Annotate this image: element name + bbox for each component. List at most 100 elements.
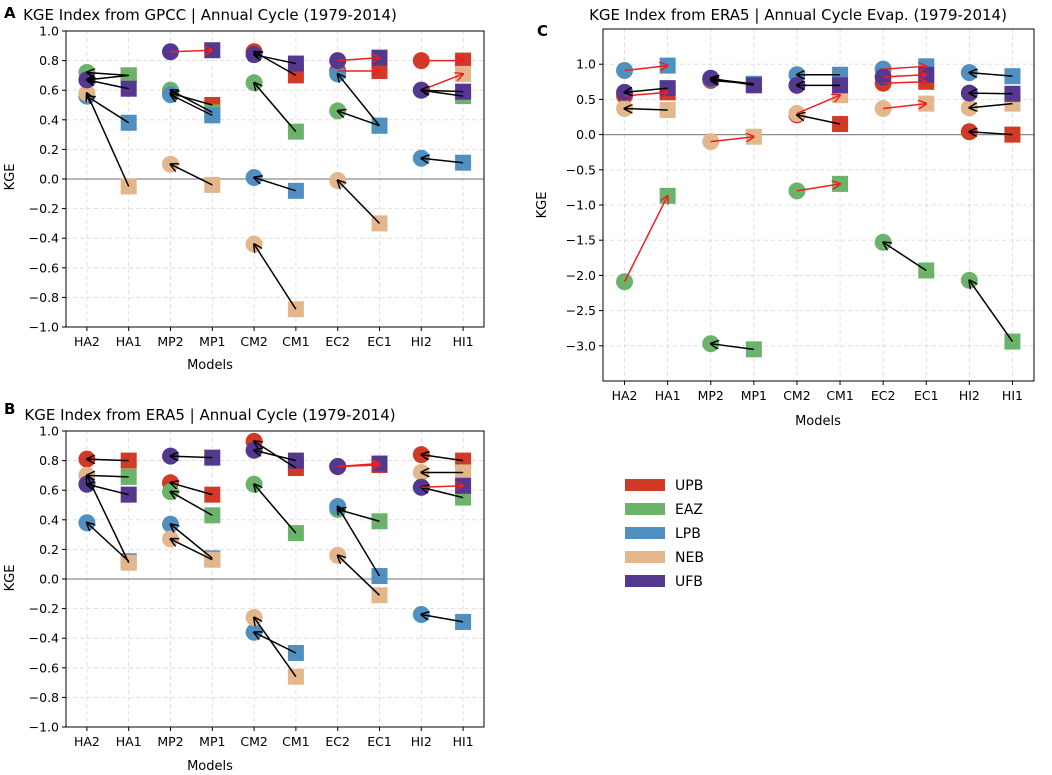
y-tick-label: −0.4 [29,631,59,646]
marker-lpb-ha1 [120,114,137,131]
x-tick-label: HI2 [411,334,432,349]
panel-b-title: KGE Index from ERA5 | Annual Cycle (1979… [24,406,395,424]
y-tick-label: −1.0 [566,198,596,213]
legend-label-upb: UPB [675,478,703,494]
panel-a-frame [65,30,485,328]
panel-c-title: KGE Index from ERA5 | Annual Cycle Evap.… [589,6,1007,24]
arrow-neb-ec1-to-ec2 [338,555,381,596]
y-tick-label: −0.4 [29,231,59,246]
arrow-eaz-hi1-to-hi2 [969,280,1014,343]
arrow-neb-mp1-to-mp2 [171,539,213,561]
legend-swatch-upb [625,479,665,491]
x-tick-label: EC2 [325,734,350,749]
x-tick-label: HA2 [74,334,100,349]
x-tick-label: HA1 [116,334,142,349]
panel-a-arrows [87,50,463,310]
arrow-ufb-cm1-to-cm2 [254,450,297,462]
x-tick-label: HA2 [612,388,638,403]
y-tick-label: −3.0 [566,338,596,353]
y-tick-label: −0.8 [29,690,59,705]
arrow-upb-ec2-to-ec1 [883,82,926,83]
y-tick-label: −2.0 [566,268,596,283]
y-tick-label: 1.0 [39,24,59,39]
y-tick-label: −1.5 [566,233,596,248]
x-tick-label: MP1 [199,334,225,349]
y-tick-label: −0.2 [29,601,59,616]
legend: UPB EAZ LPB NEB UFB [625,478,704,590]
legend-swatch-lpb [625,527,665,539]
x-tick-label: HI2 [959,388,980,403]
x-tick-label: HA2 [74,734,100,749]
arrow-lpb-hi1-to-hi2 [421,615,464,623]
arrow-lpb-ec1-to-ec2 [338,506,381,577]
marker-upb-cm1 [832,116,849,133]
y-tick-label: −0.6 [29,260,59,275]
arrow-neb-ha1-to-ha2 [625,109,668,110]
arrow-neb-mp2-to-mp1 [710,137,754,143]
y-tick-label: 0.6 [39,83,59,98]
panel-a-ylabel: KGE [3,164,18,191]
x-tick-label: HA1 [655,388,681,403]
arrow-ufb-ec2-to-ec1 [337,464,380,467]
arrow-lpb-ha2-to-ha1 [624,66,668,72]
arrow-lpb-cm1-to-cm2 [254,632,297,654]
arrow-neb-cm1-to-cm2 [254,244,297,310]
arrow-ufb-ha1-to-ha2 [87,80,129,90]
marker-lpb-ec2 [329,497,347,515]
arrow-lpb-ha1-to-ha2 [87,523,130,562]
y-tick-label: 1.0 [39,424,59,439]
y-tick-label: 0.0 [39,572,59,587]
y-tick-label: −1.0 [29,720,59,735]
panel-c: C KGE Index from ERA5 | Annual Cycle Eva… [535,6,1035,429]
y-tick-label: −0.5 [566,162,596,177]
arrow-eaz-ha1-to-ha2 [87,72,129,75]
legend-swatch-ufb [625,575,665,587]
x-tick-label: CM2 [783,388,810,403]
legend-label-ufb: UFB [675,574,703,590]
panel-a-xlabel: Models [187,358,233,373]
arrow-upb-mp1-to-mp2 [171,483,213,496]
panel-a-title: KGE Index from GPCC | Annual Cycle (1979… [23,6,397,24]
arrow-upb-ha1-to-ha2 [87,459,129,460]
panel-c-ylabel: KGE [535,192,550,219]
x-tick-label: EC1 [367,734,392,749]
panel-b-xlabel: Models [187,759,233,774]
y-tick-label: 0.6 [39,483,59,498]
arrow-ufb-ec2-to-ec1 [337,58,380,61]
legend-swatch-neb [625,551,665,563]
arrow-neb-ec2-to-ec1 [883,104,926,110]
x-tick-label: CM2 [240,734,267,749]
x-tick-label: EC2 [871,388,896,403]
arrow-ufb-mp1-to-mp2 [711,78,754,87]
arrow-ufb-cm1-to-cm2 [254,55,297,65]
arrow-lpb-ec1-to-ec2 [338,74,381,127]
y-tick-label: 0.0 [576,127,596,142]
arrow-neb-cm2-to-cm1 [796,95,840,115]
arrow-eaz-cm2-to-cm1 [796,184,840,192]
panel-b-plot-area: −1.0 −0.8 −0.6 −0.4 −0.2 0.0 0.2 0.4 0.6 0.8 1.0 HA… [29,424,485,749]
arrow-lpb-ec2-to-ec1 [883,66,926,69]
arrow-neb-mp1-to-mp2 [171,164,213,186]
panel-c-plot-area: −3.0 −2.5 −2.0 −1.5 −1.0 −0.5 0.0 0.5 1.0 HA2 HA1 M… [566,28,1035,403]
y-tick-label: −0.6 [29,660,59,675]
x-tick-label: HI1 [1002,388,1023,403]
panel-c-frame [602,28,1035,382]
arrow-neb-cm1-to-cm2 [254,617,297,678]
arrow-ufb-ec2-to-ec1 [883,75,926,77]
y-tick-label: −1.0 [29,320,59,335]
panel-letter-a: A [4,4,16,22]
arrow-upb-hi1-to-hi2 [969,132,1013,135]
arrow-ufb-mp2-to-mp1 [170,50,213,51]
x-tick-label: EC2 [325,334,350,349]
x-tick-label: MP1 [199,734,225,749]
legend-label-eaz: EAZ [675,502,703,518]
x-tick-label: MP2 [157,734,183,749]
y-tick-label: 0.2 [39,142,59,157]
y-tick-label: 0.4 [39,112,59,127]
y-tick-label: 0.8 [39,453,59,468]
x-tick-label: MP2 [157,334,183,349]
arrow-eaz-cm1-to-cm2 [254,83,297,133]
panel-a: A KGE Index from GPCC | Annual Cycle (19… [3,4,485,373]
arrow-upb-cm1-to-cm2 [797,115,841,125]
y-tick-label: 1.0 [576,57,596,72]
